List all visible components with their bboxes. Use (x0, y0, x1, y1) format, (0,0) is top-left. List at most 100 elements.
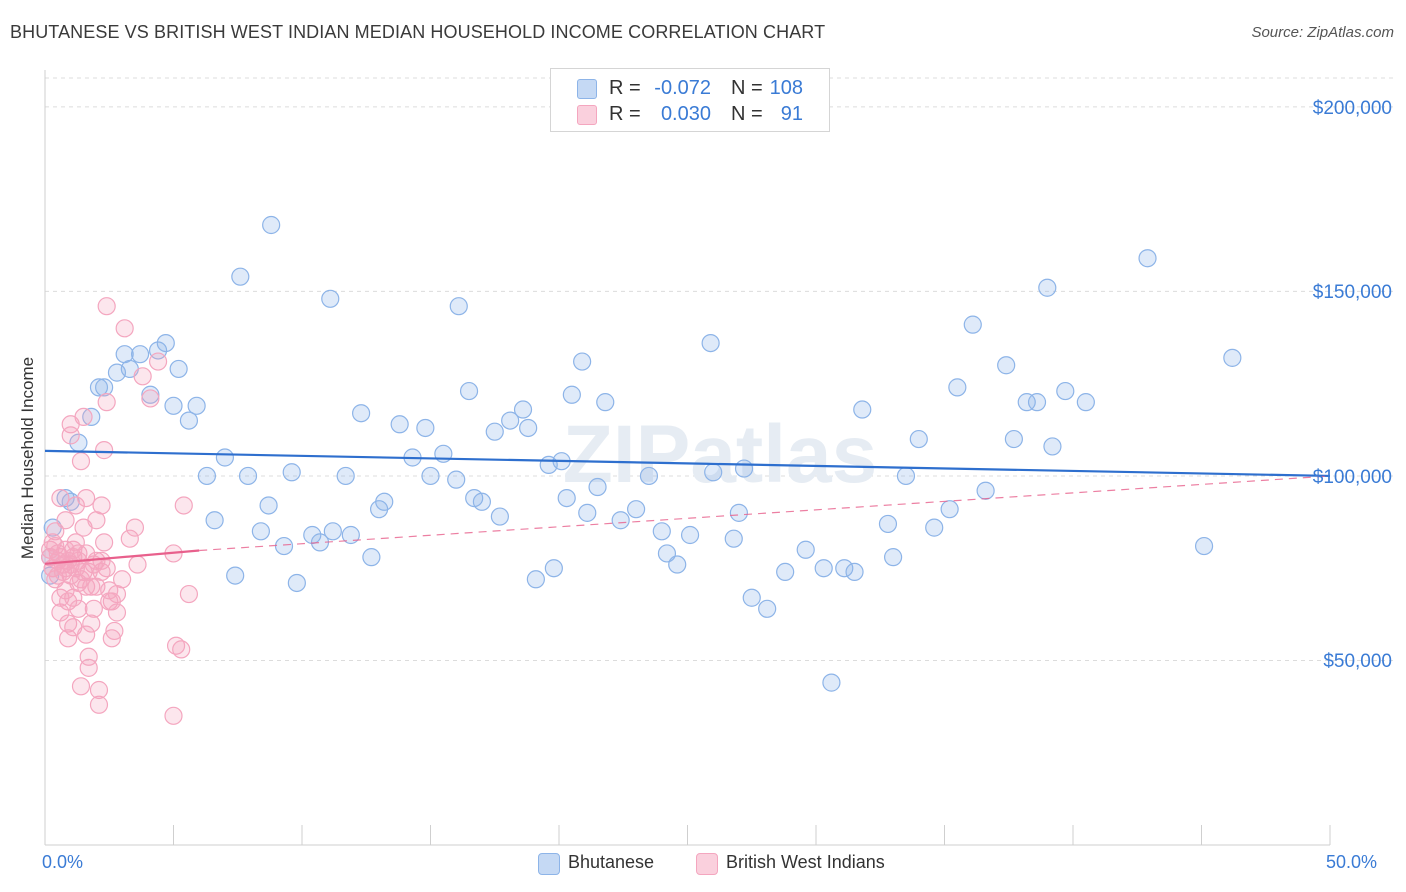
data-point (100, 592, 119, 611)
data-point (95, 441, 114, 460)
data-point (341, 525, 360, 545)
data-point (742, 588, 761, 607)
source-label: Source: ZipAtlas.com (1251, 24, 1394, 41)
data-point (89, 695, 109, 714)
data-point (814, 559, 833, 578)
data-point (578, 503, 597, 522)
data-point (169, 359, 188, 379)
data-point (95, 378, 114, 397)
data-point (573, 352, 592, 371)
data-point (187, 396, 206, 415)
data-point (447, 470, 466, 489)
r-value: 0.030 (660, 103, 711, 125)
data-point (519, 418, 538, 438)
data-point (71, 452, 91, 471)
data-point (390, 415, 409, 434)
trend-line-bhutanese (44, 449, 1331, 478)
data-point (362, 548, 381, 567)
legend-label-british-west-indians: British West Indians (726, 852, 885, 872)
data-point (526, 570, 545, 589)
data-point (734, 459, 754, 478)
data-point (128, 555, 147, 574)
data-point (729, 503, 749, 522)
data-point (668, 555, 687, 574)
x-tick-label: 50.0% (1326, 852, 1378, 872)
data-point (97, 393, 116, 412)
data-point (1017, 393, 1036, 412)
data-point (562, 385, 581, 404)
data-point (704, 463, 723, 482)
data-point (909, 429, 928, 449)
data-point (758, 599, 777, 618)
stats-swatch-bhutanese (577, 79, 597, 99)
data-point (421, 466, 440, 486)
stats-row-bhutanese: R = -0.072 N = 108 (551, 75, 829, 101)
data-point (701, 333, 720, 353)
data-point (59, 629, 78, 648)
y-tick-label: $50,000 (1323, 651, 1392, 673)
series-legend: Bhutanese British West Indians (0, 852, 1406, 878)
data-point (853, 400, 872, 419)
data-point (79, 658, 98, 677)
data-point (1056, 381, 1075, 401)
data-point (71, 677, 91, 696)
n-value: 91 (780, 103, 803, 125)
data-point (1004, 429, 1023, 449)
data-point (1138, 249, 1157, 268)
data-point (375, 492, 394, 511)
data-point (845, 562, 864, 582)
data-point (172, 640, 191, 659)
stats-legend: R = -0.072 N = 108 R = 0.030 N = 91 (550, 68, 830, 132)
r-value: -0.072 (654, 77, 711, 99)
data-point (1076, 393, 1095, 412)
legend-label-bhutanese: Bhutanese (568, 852, 655, 872)
data-point (262, 215, 281, 235)
data-point (282, 463, 301, 482)
data-point (896, 466, 916, 486)
data-point (776, 562, 795, 582)
data-point (89, 680, 109, 700)
data-point (513, 400, 533, 419)
data-point (77, 488, 96, 508)
data-point (1194, 536, 1214, 556)
x-tick-label: 0.0% (42, 852, 84, 872)
data-point (997, 356, 1016, 375)
data-point (105, 621, 124, 641)
data-point (287, 573, 306, 593)
data-point (179, 584, 199, 604)
data-point (835, 559, 854, 578)
data-point (657, 544, 677, 563)
data-point (215, 448, 234, 467)
trend-lines (44, 449, 1331, 565)
data-point (46, 522, 65, 541)
data-point (323, 522, 342, 541)
data-point (89, 378, 109, 397)
grid-lines (45, 77, 1395, 661)
data-point (544, 559, 563, 578)
data-point (352, 404, 371, 423)
data-point (97, 297, 116, 316)
data-point (822, 673, 841, 692)
data-point (680, 525, 700, 545)
r-label: R = (609, 103, 641, 125)
data-point (501, 411, 520, 430)
data-point (251, 522, 270, 541)
data-point (46, 536, 65, 556)
data-point (77, 625, 96, 644)
data-point (205, 511, 224, 530)
data-point (148, 352, 168, 371)
data-point (611, 511, 630, 530)
data-point (626, 500, 646, 519)
data-point (472, 492, 491, 511)
data-point (69, 599, 88, 618)
data-point (125, 518, 145, 537)
data-point (92, 562, 111, 582)
n-value: 108 (769, 77, 803, 99)
stats-row-british-west-indians: R = 0.030 N = 91 (551, 101, 829, 127)
data-point (164, 396, 183, 415)
data-point (976, 481, 995, 500)
data-point (226, 566, 245, 585)
n-label: N = (731, 103, 763, 125)
data-point (66, 533, 85, 552)
data-point (948, 378, 967, 397)
